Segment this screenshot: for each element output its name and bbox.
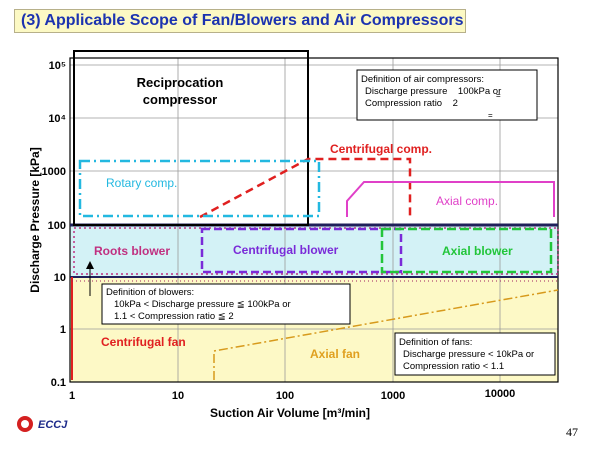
axial-blower-label: Axial blower <box>442 244 513 258</box>
x-tick-label: 1 <box>69 390 75 402</box>
y-axis-label: Discharge Pressure [kPa] <box>28 147 42 292</box>
y-tick-label: 10⁵ <box>49 60 66 72</box>
compressor-definition-heading: Definition of air compressors: <box>361 74 484 85</box>
blower-definition-line1: 10kPa < Discharge pressure ≦ 100kPa or <box>114 299 291 310</box>
plot-frame <box>69 57 559 383</box>
page-number: 47 <box>566 425 578 439</box>
blower-zone <box>70 225 558 277</box>
centrifugal-comp-region <box>199 157 412 219</box>
compressor-definition-box <box>356 69 538 121</box>
axial-comp-label: Axial comp. <box>436 194 498 208</box>
compressor-def-symbol-2: = <box>488 111 493 120</box>
fan-definition-line2: Compression ratio < 1.1 <box>403 361 504 372</box>
y-tick-label: 10⁴ <box>48 113 66 125</box>
y-tick-label: 10 <box>54 272 66 284</box>
roots-blower-label: Roots blower <box>94 244 170 258</box>
centrifugal-fan-label: Centrifugal fan <box>101 335 186 349</box>
blower-definition-box <box>101 283 351 325</box>
fan-definition-heading: Definition of fans: <box>399 337 472 348</box>
eccj-logo-text: ECCJ <box>38 419 68 431</box>
compressor-definition-line1: Discharge pressure 100kPa or <box>365 86 501 97</box>
centrifugal-blower-region <box>200 227 403 274</box>
blower-definition-arrowhead <box>86 261 94 269</box>
axial-comp-region <box>346 181 555 217</box>
fan-definition-box <box>394 332 556 376</box>
eccj-logo: ECCJ <box>17 416 68 432</box>
compressor-definition-line2: Compression ratio 2 <box>365 98 458 109</box>
rotary-comp-label: Rotary comp. <box>106 176 177 190</box>
axial-blower-region <box>380 227 553 274</box>
centrifugal-comp-label: Centrifugal comp. <box>330 142 432 156</box>
axial-fan-boundary <box>213 289 559 380</box>
x-tick-label: 10000 <box>485 388 516 400</box>
y-tick-label: 1 <box>60 324 66 336</box>
y-tick-label: 0.1 <box>51 377 66 389</box>
reciprocation-label-line2: compressor <box>143 92 217 107</box>
compressor-def-symbol-1: = <box>496 91 501 100</box>
rotary-comp-region <box>78 159 321 218</box>
y-tick-label: 1000 <box>42 166 66 178</box>
x-axis-label: Suction Air Volume [m³/min] <box>210 406 370 420</box>
reciprocation-label-line1: Reciprocation <box>137 75 224 90</box>
y-tick-label: 100 <box>48 220 66 232</box>
slide-title: (3) Applicable Scope of Fan/Blowers and … <box>14 9 466 33</box>
fan-definition-line1: Discharge pressure < 10kPa or <box>403 349 534 360</box>
x-tick-label: 10 <box>172 390 184 402</box>
blower-definition-line2: 1.1 < Compression ratio ≦ 2 <box>114 311 234 322</box>
axial-fan-label: Axial fan <box>310 347 360 361</box>
centrifugal-blower-label: Centrifugal blower <box>233 243 339 257</box>
blower-definition-heading: Definition of blowers: <box>106 287 194 298</box>
x-tick-label: 1000 <box>381 390 405 402</box>
x-tick-label: 100 <box>276 390 294 402</box>
reciprocation-compressor-region <box>73 50 309 226</box>
